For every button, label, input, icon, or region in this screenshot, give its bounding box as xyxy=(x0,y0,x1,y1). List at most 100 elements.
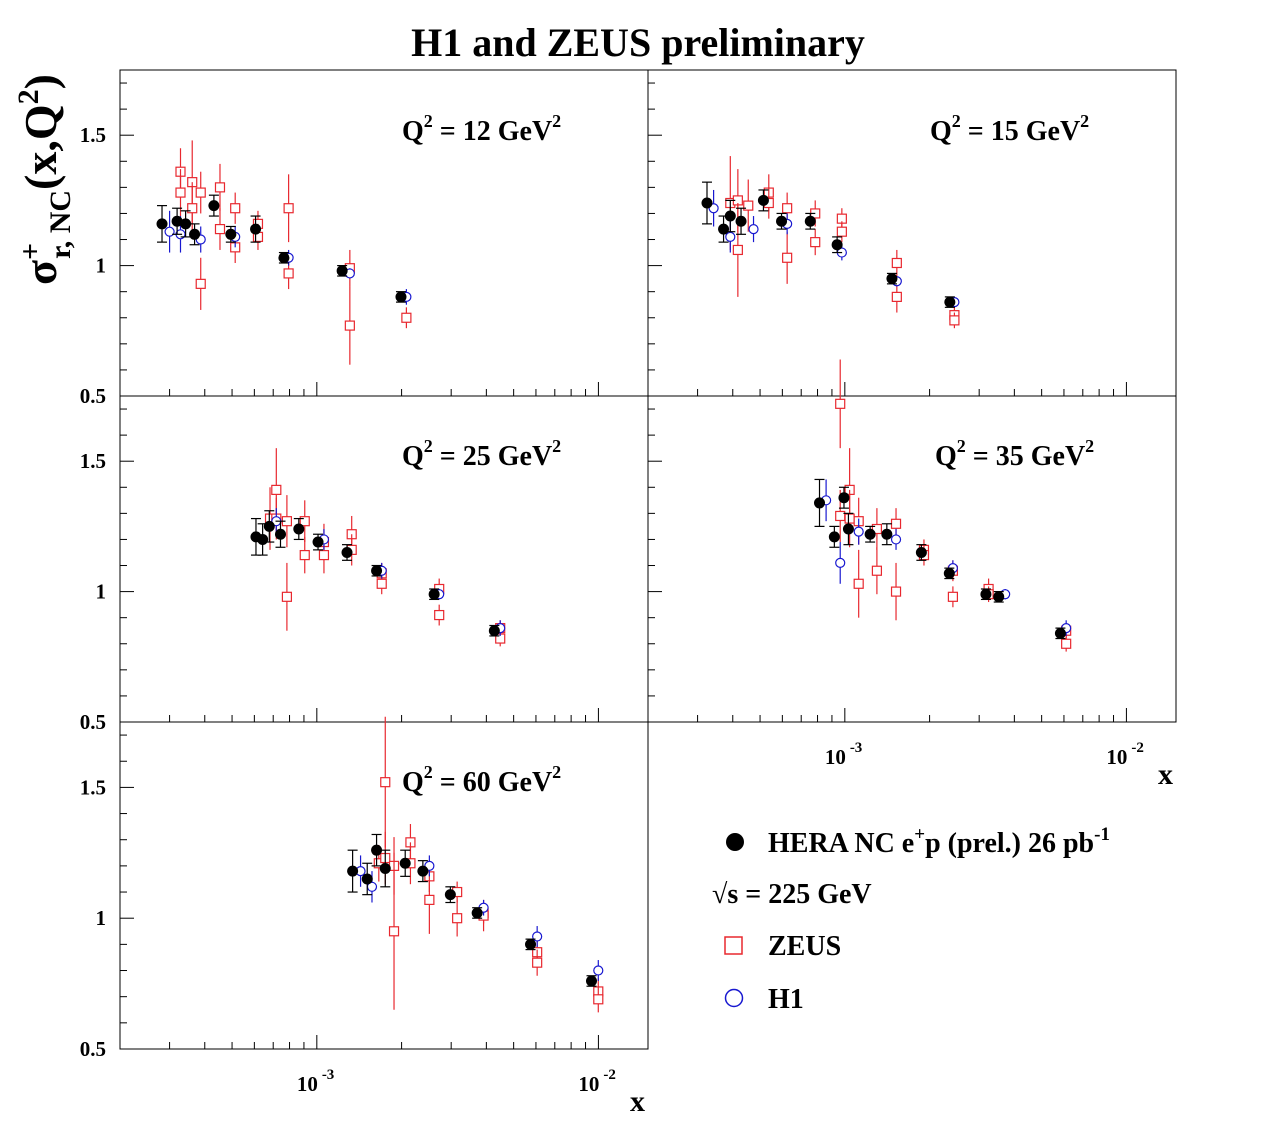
zeus-point xyxy=(1061,638,1072,649)
zeus-point xyxy=(452,913,463,924)
hera-point xyxy=(417,865,429,877)
legend-hera-mid: p (prel.) 26 pb xyxy=(925,828,1094,859)
zeus-point xyxy=(195,187,206,198)
hera-point xyxy=(585,975,597,987)
q2-label-q2sup2: 2 xyxy=(552,111,561,131)
hera-point xyxy=(842,523,854,535)
zeus-point xyxy=(782,203,793,214)
hera-point xyxy=(915,546,927,558)
hera-point xyxy=(361,873,373,885)
hera-point xyxy=(804,215,816,227)
y-tick-label: 1.5 xyxy=(80,123,106,147)
zeus-point xyxy=(810,237,821,248)
zeus-point xyxy=(401,312,412,323)
zeus-point xyxy=(532,957,543,968)
y-tick-label: 0.5 xyxy=(80,384,106,408)
hera-point xyxy=(886,273,898,285)
panel-1: 0.5 1 1.5 Q2 = 12 GeV2 xyxy=(80,69,649,408)
zeus-point xyxy=(283,203,294,214)
q2-label: Q2 = 35 GeV2 xyxy=(935,436,1094,472)
legend-h1-marker xyxy=(724,988,744,1008)
q2-label-q2sup2: 2 xyxy=(1085,436,1094,456)
hera-point xyxy=(525,938,537,950)
zeus-point xyxy=(434,609,445,621)
legend-zeus-text: ZEUS xyxy=(768,931,841,962)
q2-label-q2rest: = 60 GeV xyxy=(433,767,552,798)
hera-point xyxy=(312,536,324,548)
hera-point xyxy=(944,296,956,308)
hera-point xyxy=(881,528,893,540)
y-tick-label: 1 xyxy=(96,254,107,278)
hera-point xyxy=(814,497,826,509)
y-tick-label: 1 xyxy=(96,906,107,930)
zeus-point xyxy=(187,203,198,214)
zeus-point xyxy=(853,578,864,589)
x-tick-exp: -2 xyxy=(603,1067,616,1083)
zeus-point xyxy=(299,549,310,561)
hera-point xyxy=(263,520,275,532)
q2-label-q2: Q xyxy=(402,767,424,798)
x-tick-exp: -2 xyxy=(1131,740,1144,756)
q2-label: Q2 = 25 GeV2 xyxy=(402,436,561,472)
x-tick-base: 10 xyxy=(825,745,846,769)
x-axis-label: x xyxy=(1158,758,1173,791)
y-tick-label: 1.5 xyxy=(80,775,106,799)
hera-point xyxy=(776,215,788,227)
h1-point xyxy=(890,534,902,545)
legend-hera-sup1: + xyxy=(914,824,925,845)
y-label-close: ) xyxy=(15,74,66,89)
y-axis-label: σ+r, NC(x,Q2) xyxy=(12,74,77,285)
q2-label-q2rest: = 15 GeV xyxy=(961,116,1080,147)
zeus-point xyxy=(871,565,883,576)
hera-point xyxy=(724,210,736,222)
panel-frame xyxy=(647,395,1177,723)
hera-point xyxy=(336,265,348,277)
zeus-point xyxy=(299,516,310,527)
zeus-point xyxy=(835,398,846,409)
legend-sqrts-text: s = 225 GeV xyxy=(727,879,871,910)
zeus-point xyxy=(593,994,604,1005)
x-tick-label: 10 -2 xyxy=(1106,740,1144,769)
hera-point xyxy=(257,533,269,545)
y-tick-label: 0.5 xyxy=(80,1037,106,1061)
zeus-point xyxy=(388,926,400,937)
y-tick-label: 1 xyxy=(96,580,107,604)
hera-point xyxy=(250,223,262,235)
h1-point xyxy=(593,965,604,976)
h1-point xyxy=(748,223,759,235)
q2-label-q2rest: = 35 GeV xyxy=(966,441,1085,472)
hera-point xyxy=(735,215,747,227)
hera-point xyxy=(399,857,411,869)
hera-point xyxy=(1054,627,1066,639)
zeus-point xyxy=(373,858,384,869)
legend-hera-text: HERA NC e+p (prel.) 26 pb-1 xyxy=(768,824,1110,859)
zeus-point xyxy=(949,315,960,326)
legend-sqrts-root: √ xyxy=(712,879,728,910)
q2-label: Q2 = 12 GeV2 xyxy=(402,111,561,147)
y-label-sub: r, NC xyxy=(44,190,77,259)
hera-point xyxy=(189,228,201,240)
zeus-point xyxy=(230,203,241,214)
q2-label-q2: Q xyxy=(930,116,952,147)
legend-hera-pre: HERA NC e xyxy=(768,828,914,859)
zeus-point xyxy=(835,510,846,522)
q2-label-q2: Q xyxy=(935,441,957,472)
legend-h1-text: H1 xyxy=(768,984,804,1015)
x-tick-exp: -3 xyxy=(322,1067,335,1083)
hera-point xyxy=(831,239,843,251)
q2-label-q2rest: = 25 GeV xyxy=(433,441,552,472)
q2-label-q2sup: 2 xyxy=(424,111,433,131)
zeus-point xyxy=(214,223,226,235)
hera-point xyxy=(718,223,730,235)
panel-2: Q2 = 15 GeV2 xyxy=(647,69,1177,397)
hera-point xyxy=(180,218,192,230)
hera-point xyxy=(347,865,359,877)
hera-point xyxy=(488,625,500,637)
hera-point xyxy=(274,528,286,540)
q2-label-q2: Q xyxy=(402,441,424,472)
q2-label-q2sup: 2 xyxy=(952,111,961,131)
hera-point xyxy=(444,889,456,901)
